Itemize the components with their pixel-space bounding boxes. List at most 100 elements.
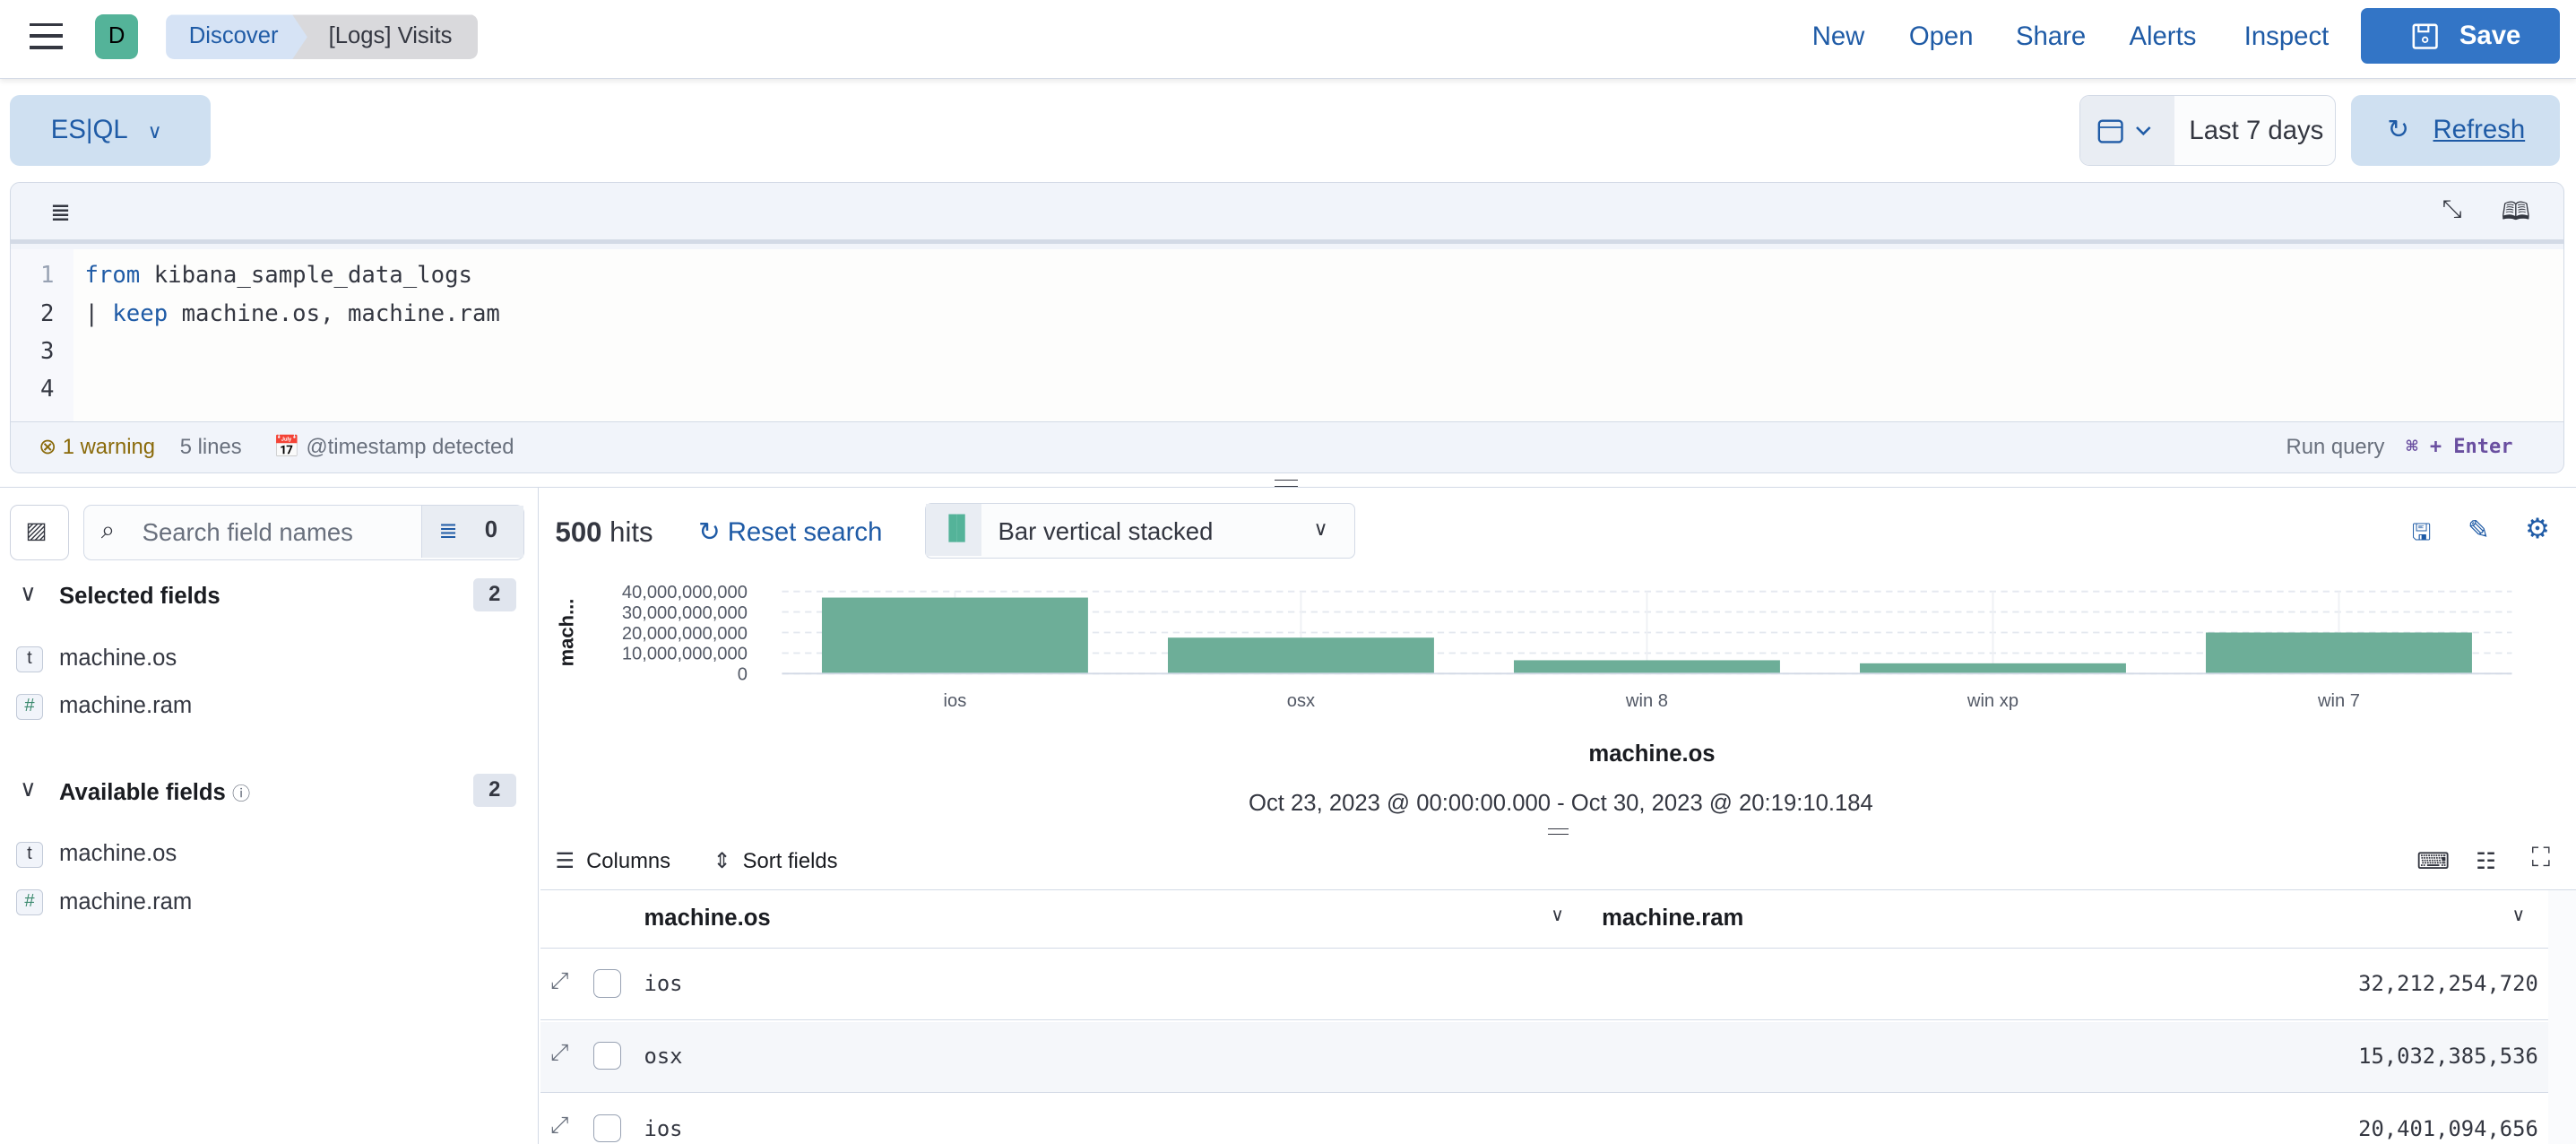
edit-icon[interactable]: ✎ [2468, 515, 2490, 545]
bar-win-xp[interactable] [1860, 663, 2126, 674]
line-number: 4 [39, 375, 55, 403]
string-type-icon: t [16, 646, 43, 673]
chevron-down-icon: ∨ [147, 120, 162, 143]
space-avatar[interactable]: D [95, 14, 138, 59]
y-tick-label: 20,000,000,000 [622, 624, 748, 644]
chevron-down-icon[interactable]: ∨ [1551, 906, 1564, 926]
top-header: D Discover [Logs] Visits New Open Share … [0, 0, 2576, 79]
time-range: Oct 23, 2023 @ 00:00:00.000 - Oct 30, 20… [1248, 790, 1873, 816]
number-type-icon: # [16, 889, 43, 916]
wrap-lines-icon[interactable]: ≣ [49, 197, 71, 226]
new-link[interactable]: New [1811, 21, 1865, 51]
expand-icon[interactable]: ⤢ [550, 1112, 569, 1138]
line-number: 3 [39, 337, 55, 365]
date-range[interactable]: Last 7 days [2189, 116, 2324, 146]
refresh-button[interactable]: ↻ Refresh [2350, 95, 2560, 167]
field-item[interactable]: # machine.ram [16, 693, 192, 721]
chevron-down-icon[interactable]: ∨ [19, 776, 37, 802]
reset-search-button[interactable]: ↻ Reset search [697, 516, 883, 547]
number-type-icon: # [16, 694, 43, 721]
display-settings-icon[interactable]: ☷ [2476, 848, 2497, 874]
y-tick-label: 0 [738, 665, 748, 685]
field-item[interactable]: # machine.ram [16, 889, 192, 916]
share-link[interactable]: Share [2015, 21, 2087, 51]
table-header: machine.os ∨ machine.ram ∨ [540, 890, 2548, 949]
y-tick-label: 30,000,000,000 [622, 603, 748, 623]
hits-count: 500 hits [555, 516, 653, 548]
calendar-icon[interactable] [2080, 96, 2174, 166]
run-query-label[interactable]: Run query [2286, 435, 2385, 460]
y-tick-label: 10,000,000,000 [622, 645, 748, 664]
column-header-machine-os[interactable]: machine.os [644, 905, 771, 931]
date-picker[interactable]: Last 7 days [2079, 95, 2337, 167]
save-visualization-icon[interactable]: 🖫 [2411, 519, 2432, 545]
row-checkbox[interactable] [592, 969, 621, 998]
bar-win-8[interactable] [1514, 660, 1780, 674]
search-icon: ⌕ [100, 515, 116, 543]
y-tick-label: 40,000,000,000 [622, 583, 748, 602]
gear-icon[interactable]: ⚙ [2525, 512, 2551, 544]
menu-icon[interactable] [29, 22, 63, 49]
language-selector[interactable]: ES|QL ∨ [9, 95, 211, 167]
row-checkbox[interactable] [592, 1042, 621, 1070]
keyboard-icon[interactable]: ⌨ [2416, 848, 2451, 874]
string-type-icon: t [16, 841, 43, 869]
available-fields-title[interactable]: Available fields ⓘ [58, 779, 251, 805]
table-row[interactable]: ⤢ ios 32,212,254,720 [540, 949, 2548, 1021]
bar-osx[interactable] [1168, 637, 1434, 674]
save-button[interactable]: Save [2360, 8, 2560, 65]
inspect-link[interactable]: Inspect [2243, 21, 2330, 51]
code-line: | keep machine.os, machine.ram [84, 299, 500, 327]
field-filter-button[interactable]: ≣ 0 [421, 505, 523, 559]
run-shortcut: ⌘ + Enter [2406, 436, 2513, 459]
minimize-icon[interactable]: ⤡ [2442, 195, 2462, 223]
collapse-sidebar-button[interactable]: ▨ [9, 504, 69, 560]
breadcrumb-discover[interactable]: Discover [166, 14, 315, 59]
save-icon [2412, 23, 2438, 49]
field-search[interactable]: ⌕ ≣0 [83, 504, 524, 560]
open-link[interactable]: Open [1908, 21, 1974, 51]
expand-icon[interactable]: ⤢ [550, 967, 569, 993]
chart-type-label: Bar vertical stacked [998, 516, 1214, 545]
columns-button[interactable]: ☰ Columns [555, 848, 671, 873]
sort-fields-button[interactable]: ⇕ Sort fields [713, 848, 838, 873]
bar-win-7[interactable] [2206, 632, 2472, 674]
filter-icon: ≣ [438, 517, 458, 543]
field-item[interactable]: t machine.os [16, 646, 177, 673]
selected-fields-title[interactable]: Selected fields [58, 583, 220, 609]
scrollbar[interactable] [2547, 890, 2576, 1144]
x-tick-label: win 8 [1625, 691, 1668, 711]
bar-ios[interactable] [821, 597, 1088, 674]
code-area[interactable]: 1 2 3 4 from kibana_sample_data_logs | k… [10, 248, 2564, 422]
expand-icon[interactable]: ⤢ [550, 1040, 569, 1066]
table-row[interactable]: ⤢ osx 15,032,385,536 [540, 1022, 2548, 1093]
cell-machine-ram: 20,401,094,656 [2358, 1115, 2538, 1141]
x-tick-label: osx [1287, 691, 1315, 711]
field-item[interactable]: t machine.os [16, 841, 177, 869]
resize-handle[interactable] [1275, 480, 1298, 487]
language-label: ES|QL [50, 115, 128, 145]
line-number: 2 [39, 299, 55, 327]
chevron-down-icon[interactable]: ∨ [2511, 906, 2526, 926]
resize-handle[interactable] [1547, 828, 1569, 836]
editor-footer: ⊗ 1 warning 5 lines 📅 @timestamp detecte… [10, 421, 2564, 472]
bar-chart-icon: ▐▌ [940, 515, 973, 541]
chevron-down-icon[interactable]: ∨ [19, 581, 37, 606]
search-input[interactable] [142, 518, 405, 548]
selected-count: 2 [472, 578, 516, 611]
timestamp-info: 📅 @timestamp detected [273, 435, 514, 460]
warning-indicator[interactable]: ⊗ 1 warning [39, 435, 155, 460]
breadcrumb-current: [Logs] Visits [292, 14, 479, 59]
alerts-link[interactable]: Alerts [2129, 21, 2197, 51]
row-checkbox[interactable] [592, 1114, 621, 1142]
x-axis-label: machine.os [1588, 741, 1716, 767]
table-row[interactable]: ⤢ ios 20,401,094,656 [540, 1094, 2548, 1144]
fullscreen-icon[interactable]: ⛶ [2531, 843, 2551, 873]
chart-type-select[interactable]: ▐▌ Bar vertical stacked ∨ [924, 502, 1356, 559]
help-icon[interactable]: ⓘ [231, 784, 251, 804]
cell-machine-ram: 15,032,385,536 [2358, 1043, 2538, 1069]
save-label: Save [2459, 21, 2521, 51]
column-header-machine-ram[interactable]: machine.ram [1602, 905, 1744, 931]
documentation-icon[interactable]: 🕮 [2501, 197, 2531, 226]
